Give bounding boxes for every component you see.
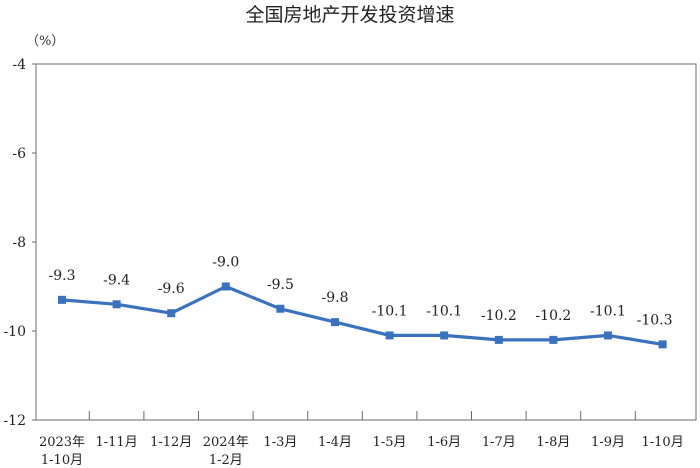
data-labels: -9.3 -9.4 -9.6 -9.0 -9.5 -9.8 -10.1 -10.1 -10.2 -… [49,255,673,329]
x-tick-label: 1-8月 [536,435,570,450]
data-point [276,304,285,313]
data-label: -10.1 [426,303,462,319]
series-line [61,284,663,346]
chart-title: 全国房地产开发投资增速 [245,4,454,26]
y-tick-label: -6 [12,146,26,162]
plot-frame [35,63,697,421]
y-tick-label: -12 [3,413,26,429]
y-tick-labels: -4 -6 -8 -10 -12 [3,57,26,429]
x-tick-label: 1-11月 [95,435,137,450]
data-label: -10.1 [372,303,408,319]
data-label: -9.8 [322,290,349,306]
x-tick-label: 1-12月 [150,435,192,450]
unit-label: （%） [26,34,64,49]
data-point [58,295,66,304]
data-point [549,335,558,344]
x-tick-label: 1-2月 [209,453,243,468]
data-point [604,331,612,340]
x-tick-label: 2023年 [39,435,85,450]
data-point [494,335,503,344]
data-label: -10.3 [637,312,673,328]
axes [32,63,697,421]
data-point [440,331,449,340]
data-label: -9.3 [49,268,76,284]
x-tick-label: 1-4月 [318,435,352,450]
x-tick-label: 1-10月 [41,453,83,468]
y-tick-label: -4 [12,57,26,73]
data-label: -9.5 [267,277,294,293]
x-tick-label: 1-7月 [482,435,516,450]
data-label: -10.2 [481,308,517,324]
data-label: -10.1 [590,303,626,319]
series-group [58,282,667,349]
x-tick-label: 1-9月 [591,435,625,450]
data-label: -9.6 [158,281,185,297]
data-point [221,282,230,291]
data-point [385,331,394,340]
x-tick-label: 1-3月 [263,435,297,450]
x-tick-labels: 2023年 1-10月 1-11月 1-12月 2024年 1-2月 1-3月 1-4月 1-5… [39,435,684,468]
y-tick-label: -8 [12,235,26,251]
y-tick-label: -10 [3,324,26,340]
x-tick-label: 2024年 [203,435,249,450]
x-tick-label: 1-10月 [641,435,683,450]
data-point [112,300,121,309]
x-tick-label: 1-5月 [373,435,407,450]
data-point [167,309,176,318]
data-point [658,340,667,349]
data-label: -9.0 [212,255,239,271]
data-label: -10.2 [535,308,571,324]
data-point [331,318,339,327]
data-label: -9.4 [103,272,130,288]
x-tick-label: 1-6月 [427,435,461,450]
